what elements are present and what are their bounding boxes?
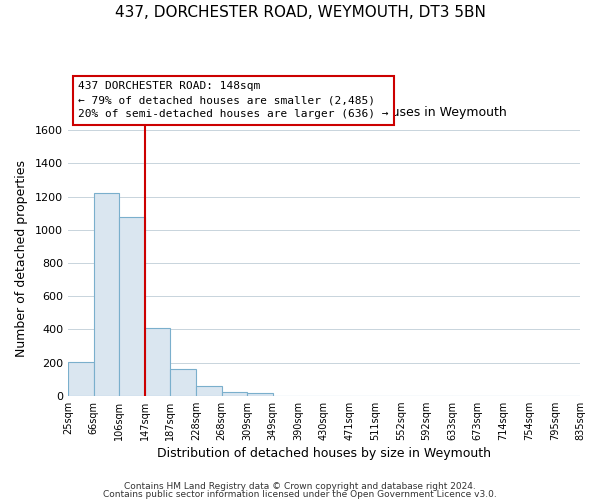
Text: 437 DORCHESTER ROAD: 148sqm
← 79% of detached houses are smaller (2,485)
20% of : 437 DORCHESTER ROAD: 148sqm ← 79% of det… <box>78 81 389 119</box>
Text: 437, DORCHESTER ROAD, WEYMOUTH, DT3 5BN: 437, DORCHESTER ROAD, WEYMOUTH, DT3 5BN <box>115 5 485 20</box>
Bar <box>94 193 119 396</box>
Bar <box>221 392 247 396</box>
X-axis label: Distribution of detached houses by size in Weymouth: Distribution of detached houses by size … <box>157 447 491 460</box>
Text: Contains HM Land Registry data © Crown copyright and database right 2024.: Contains HM Land Registry data © Crown c… <box>124 482 476 491</box>
Bar <box>196 386 221 396</box>
Bar <box>145 328 170 396</box>
Bar <box>170 369 196 396</box>
Bar <box>119 218 145 396</box>
Bar <box>68 362 94 396</box>
Y-axis label: Number of detached properties: Number of detached properties <box>15 160 28 358</box>
Title: Size of property relative to detached houses in Weymouth: Size of property relative to detached ho… <box>142 106 506 120</box>
Text: Contains public sector information licensed under the Open Government Licence v3: Contains public sector information licen… <box>103 490 497 499</box>
Bar <box>247 393 273 396</box>
